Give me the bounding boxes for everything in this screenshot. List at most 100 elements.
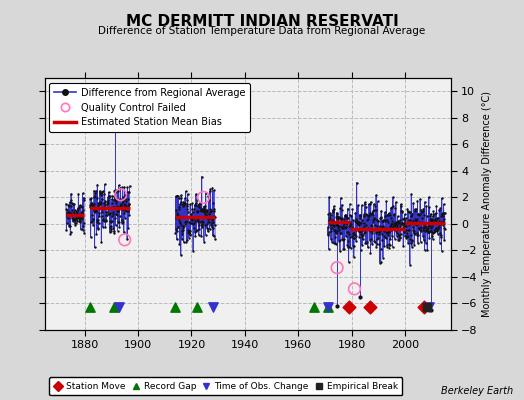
Point <box>384 212 392 218</box>
Point <box>88 218 96 224</box>
Point <box>203 225 211 231</box>
Point <box>345 230 354 237</box>
Point <box>419 225 428 232</box>
Point <box>370 238 379 245</box>
Point <box>384 232 392 239</box>
Point <box>359 212 368 219</box>
Point <box>364 216 373 222</box>
Point <box>372 192 380 198</box>
Point <box>192 202 200 208</box>
Point <box>111 215 119 221</box>
Point <box>79 227 87 233</box>
Point <box>393 222 401 228</box>
Point <box>178 203 187 209</box>
Point <box>193 207 202 214</box>
Point <box>211 236 219 243</box>
Point <box>348 230 357 236</box>
Point <box>344 238 353 245</box>
Point <box>379 217 388 224</box>
Point <box>98 188 106 195</box>
Point <box>330 203 338 210</box>
Point <box>343 242 352 248</box>
Point <box>333 228 342 234</box>
Point <box>106 223 115 230</box>
Point <box>367 230 376 236</box>
Point <box>360 223 368 230</box>
Point <box>195 226 204 232</box>
Point <box>210 213 218 219</box>
Point <box>185 219 193 225</box>
Point <box>181 200 190 206</box>
Point <box>355 234 364 240</box>
Point <box>323 230 332 237</box>
Point <box>345 244 353 250</box>
Point <box>115 206 123 212</box>
Point <box>74 190 83 197</box>
Point <box>104 206 112 212</box>
Point <box>351 232 359 238</box>
Point <box>388 233 396 240</box>
Point <box>198 224 206 231</box>
Point <box>353 225 362 232</box>
Point <box>325 209 334 216</box>
Point <box>329 207 337 213</box>
Point <box>375 226 383 232</box>
Point <box>339 214 347 221</box>
Point <box>333 210 341 217</box>
Point <box>86 219 95 226</box>
Point <box>95 213 104 220</box>
Point <box>186 232 194 238</box>
Point <box>325 194 333 200</box>
Point <box>181 188 190 195</box>
Point <box>111 188 119 194</box>
Point <box>428 229 436 236</box>
Point <box>182 218 190 224</box>
Point <box>362 226 370 232</box>
Point <box>433 215 442 222</box>
Point <box>373 217 381 224</box>
Point <box>382 198 390 204</box>
Point <box>78 208 86 215</box>
Point <box>376 259 384 266</box>
Point <box>62 227 71 234</box>
Point <box>191 218 200 224</box>
Point <box>388 218 396 224</box>
Point <box>69 217 78 224</box>
Point <box>76 218 84 224</box>
Text: MC DERMITT INDIAN RESERVATI: MC DERMITT INDIAN RESERVATI <box>126 14 398 29</box>
Point <box>70 211 78 217</box>
Point <box>79 220 88 226</box>
Point <box>194 218 202 225</box>
Point <box>97 206 106 212</box>
Point <box>115 224 124 230</box>
Point <box>378 223 387 230</box>
Point <box>416 226 424 232</box>
Point <box>390 220 399 227</box>
Point <box>209 233 217 239</box>
Point <box>328 225 336 232</box>
Point <box>327 228 335 235</box>
Point <box>91 190 99 196</box>
Point <box>366 199 375 205</box>
Point <box>348 224 356 231</box>
Point <box>423 226 432 232</box>
Point <box>208 217 216 223</box>
Point <box>367 222 375 228</box>
Point <box>327 224 335 231</box>
Point <box>100 218 108 224</box>
Point <box>400 211 409 218</box>
Point <box>433 228 441 235</box>
Point <box>72 210 81 216</box>
Point <box>370 215 379 221</box>
Point <box>188 206 196 212</box>
Point <box>371 222 379 229</box>
Point <box>62 207 71 213</box>
Point <box>418 220 426 227</box>
Point <box>392 233 401 239</box>
Point <box>374 218 383 225</box>
Point <box>108 196 116 202</box>
Point <box>80 194 88 201</box>
Point <box>204 219 212 226</box>
Point <box>75 202 84 209</box>
Point <box>189 214 198 220</box>
